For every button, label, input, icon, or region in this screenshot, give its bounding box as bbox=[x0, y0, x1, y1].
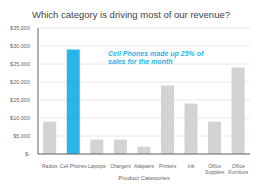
svg-text:$5,000: $5,000 bbox=[13, 133, 30, 139]
svg-text:$30,000: $30,000 bbox=[10, 43, 30, 49]
svg-text:Chargers: Chargers bbox=[110, 163, 131, 169]
svg-text:Ink: Ink bbox=[188, 163, 195, 169]
svg-text:$15,000: $15,000 bbox=[10, 97, 30, 103]
svg-text:$35,000: $35,000 bbox=[10, 25, 30, 31]
svg-text:OfficeFurniture: OfficeFurniture bbox=[228, 163, 248, 175]
svg-text:$25,000: $25,000 bbox=[10, 61, 30, 67]
svg-text:$20,000: $20,000 bbox=[10, 79, 30, 85]
html-text:Which category is driving most: Which category is driving most of our re… bbox=[32, 9, 230, 20]
svg-text:Adapters: Adapters bbox=[134, 163, 155, 169]
svg-text:OfficeSupplies: OfficeSupplies bbox=[205, 163, 225, 175]
svg-text:Laptops: Laptops bbox=[88, 163, 106, 169]
svg-text:Radios: Radios bbox=[42, 163, 58, 169]
html-text:Cell Phones made up 25% of sal: Cell Phones made up 25% of sales for the… bbox=[108, 50, 204, 65]
svg-text:Printers: Printers bbox=[159, 163, 177, 169]
svg-text:Product Categories: Product Categories bbox=[118, 175, 169, 180]
svg-text:$-: $- bbox=[25, 151, 30, 157]
svg-text:$10,000: $10,000 bbox=[10, 115, 30, 121]
svg-text:Cell Phones: Cell Phones bbox=[60, 163, 87, 169]
